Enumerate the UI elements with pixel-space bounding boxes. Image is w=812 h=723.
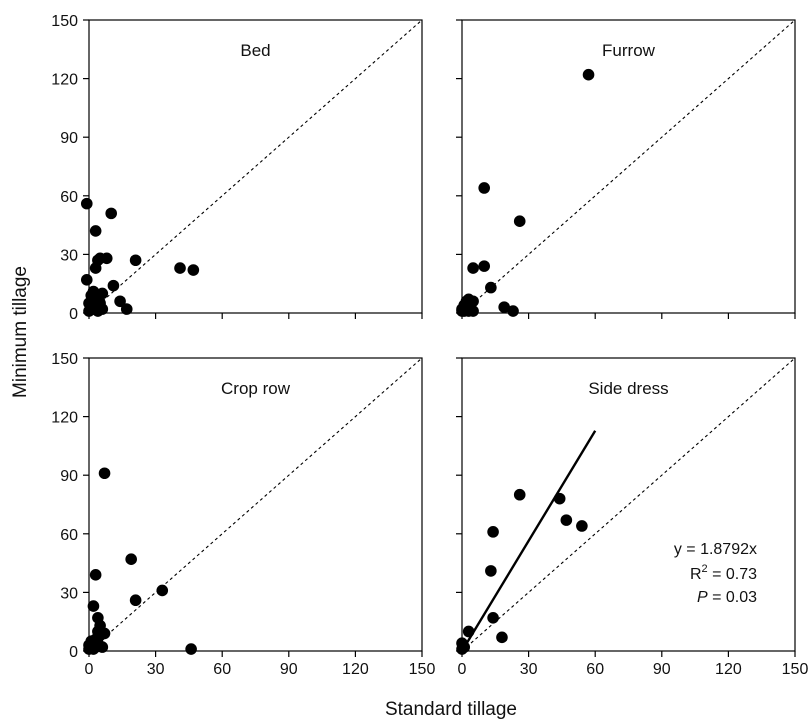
plot-frame [88,357,423,652]
data-point [478,182,491,194]
one-to-one-line [461,19,796,314]
data-point [114,295,126,308]
data-point [560,514,573,526]
data-point [129,594,142,607]
y-tick-label: 150 [51,351,78,368]
y-tick-label: 150 [51,13,78,30]
y-axis-title: Minimum tillage [10,266,31,398]
data-point [187,264,200,276]
y-tick-label: 30 [60,247,78,264]
x-tick-label: 0 [85,661,94,678]
x-axis-title: Standard tillage [385,699,517,720]
data-point [100,252,113,265]
data-point [485,281,497,294]
data-point [553,492,566,505]
data-point [467,295,479,308]
panel-title: Side dress [588,379,668,398]
data-point [458,641,471,653]
data-point [487,611,499,624]
data-point [576,520,588,532]
data-point [467,305,479,317]
y-tick-label: 0 [69,644,78,661]
data-point [120,303,133,315]
data-point [487,526,499,538]
data-point [107,279,120,292]
data-point [496,631,508,644]
panel-3: 0 30 60 90 120 150 0 30 60 90 120 150 Crop row [51,351,435,678]
x-tick-label: 30 [520,661,538,678]
data-point [94,629,106,642]
one-to-one-line [88,19,423,314]
equation-text: y = 1.8792x [674,541,757,558]
data-point [185,643,197,655]
r-squared-text: R2 = 0.73 [690,563,757,583]
data-point [174,262,186,274]
data-point [156,584,169,597]
p-value-text: P = 0.03 [697,589,757,606]
plot-frame [461,19,796,314]
data-point [96,287,109,300]
panel-title: Furrow [602,41,656,60]
data-point [507,305,519,317]
panels-group: 0 30 60 90 120 150 Bed Furrow 0 30 60 90 120 150 0 30 60… [51,13,808,678]
plot-frame [88,19,423,314]
data-point [485,565,497,577]
y-tick-label: 120 [51,410,78,427]
x-tick-label: 120 [715,661,742,678]
y-tick-label: 90 [60,130,78,147]
data-point [89,225,102,237]
data-point [96,641,109,653]
y-tick-label: 90 [60,468,78,485]
y-tick-label: 60 [60,189,78,206]
data-point [98,467,111,480]
x-tick-label: 30 [147,661,165,678]
data-point [125,553,137,565]
data-point [498,301,510,313]
x-tick-label: 150 [409,661,436,678]
panel-title: Crop row [221,379,291,398]
data-point [467,262,479,274]
y-tick-label: 120 [51,72,78,89]
regression-line [460,430,597,652]
data-point [89,569,102,581]
data-point [129,254,142,267]
panel-2: Furrow [456,19,796,319]
data-point [80,273,93,286]
data-point [462,625,475,638]
x-tick-label: 120 [342,661,369,678]
x-tick-label: 150 [782,661,809,678]
data-point [80,197,93,210]
panel-4: 0 30 60 90 120 150 Side dress y = 1.8792x R2 = 0… [456,357,809,678]
data-point [105,207,117,220]
data-point [513,488,526,501]
x-tick-label: 90 [280,661,298,678]
y-tick-label: 0 [69,306,78,323]
one-to-one-line [461,357,796,652]
x-tick-label: 0 [458,661,467,678]
x-tick-label: 60 [586,661,604,678]
data-point [513,215,526,227]
data-point [87,600,100,612]
data-point [582,68,595,81]
x-tick-label: 90 [653,661,671,678]
data-point [96,303,109,315]
y-tick-label: 30 [60,585,78,602]
one-to-one-line [88,357,423,652]
y-tick-label: 60 [60,527,78,544]
panel-title: Bed [240,41,270,60]
x-tick-label: 60 [213,661,231,678]
data-point [478,260,491,272]
plot-frame [461,357,796,652]
panel-1: 0 30 60 90 120 150 Bed [51,13,423,323]
